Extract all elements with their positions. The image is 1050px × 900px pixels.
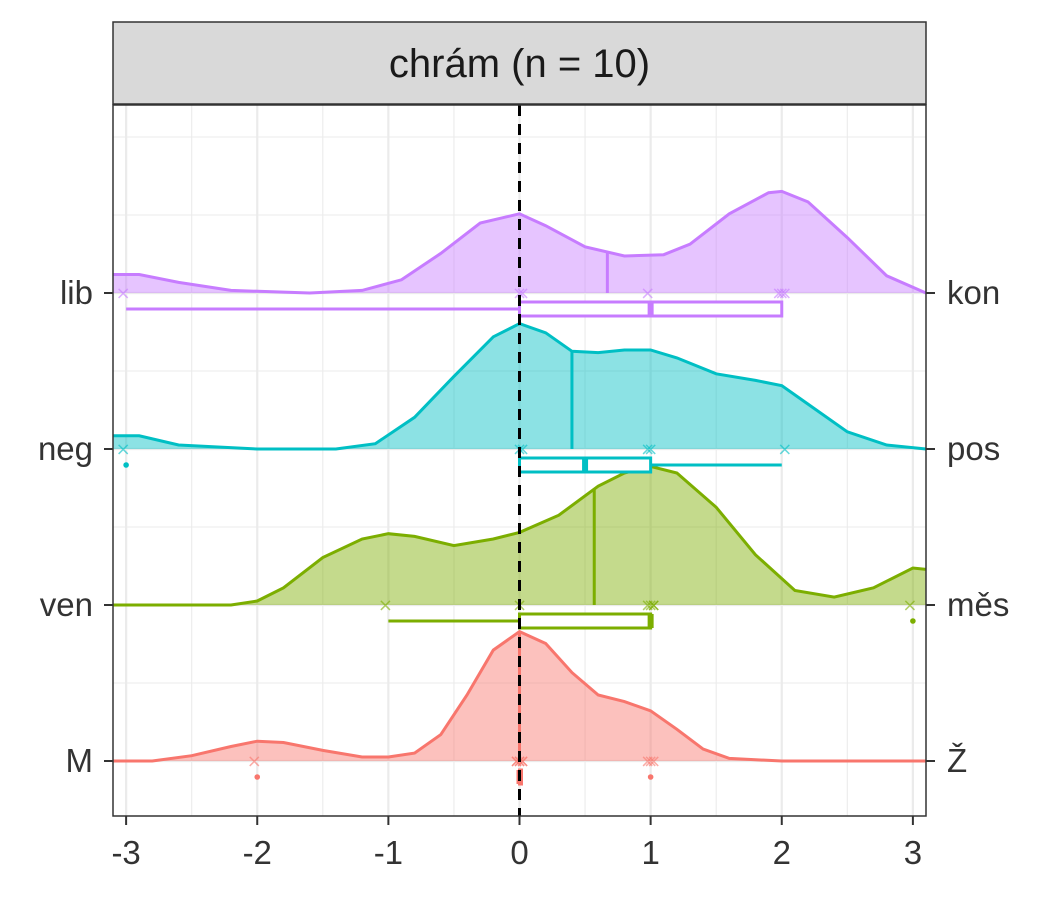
y-right-label: Ž [947,742,967,779]
density-area [113,466,926,605]
y-left-label: neg [38,430,93,467]
data-point-marker: × [640,283,655,304]
y-right-label: kon [947,274,1000,311]
outlier-point [647,774,654,780]
density-area [113,323,926,449]
x-tick-label: 3 [904,834,922,871]
data-point-marker: × [774,283,789,304]
y-left-label: M [66,742,94,779]
data-point-marker: × [646,595,661,616]
data-point-marker: × [771,283,786,304]
density-curve [113,464,927,607]
data-point-marker: × [640,439,655,460]
outlier-point [123,462,129,468]
series-ven: ××××××× [113,464,927,630]
data-point-marker: × [247,751,262,772]
data-point-marker: × [378,595,393,616]
outlier-point [910,618,916,624]
y-left-label: lib [60,274,93,311]
data-point-marker: × [640,751,655,772]
data-point-marker: × [902,595,917,616]
density-curve [113,321,927,451]
data-point-marker: × [646,751,661,772]
data-point-marker: × [116,439,131,460]
data-point-marker: × [777,283,792,304]
data-point-marker: × [643,595,658,616]
series-neg: ×××××× [113,321,927,474]
y-right-label: měs [947,586,1009,623]
density-curve [113,189,927,295]
data-point-marker: × [512,283,527,304]
x-tick-label: -1 [374,834,403,871]
box [518,612,653,630]
x-tick-label: -3 [111,834,140,871]
data-point-marker: × [646,595,661,616]
data-point-marker: × [640,595,655,616]
x-tick-label: 0 [510,834,528,871]
x-tick-label: 2 [773,834,791,871]
facet-strip [112,21,927,105]
x-tick-label: 1 [641,834,659,871]
data-point-marker: × [643,751,658,772]
x-tick-label: -2 [243,834,272,871]
data-point-marker: × [116,283,131,304]
density-curve [113,629,926,763]
y-right-label: pos [947,430,1000,467]
y-left-label: ven [40,586,93,623]
data-point-marker: × [777,439,792,460]
outlier-point [254,774,261,780]
facet-title: chrám (n = 10) [389,42,650,86]
data-point-marker: × [643,439,658,460]
